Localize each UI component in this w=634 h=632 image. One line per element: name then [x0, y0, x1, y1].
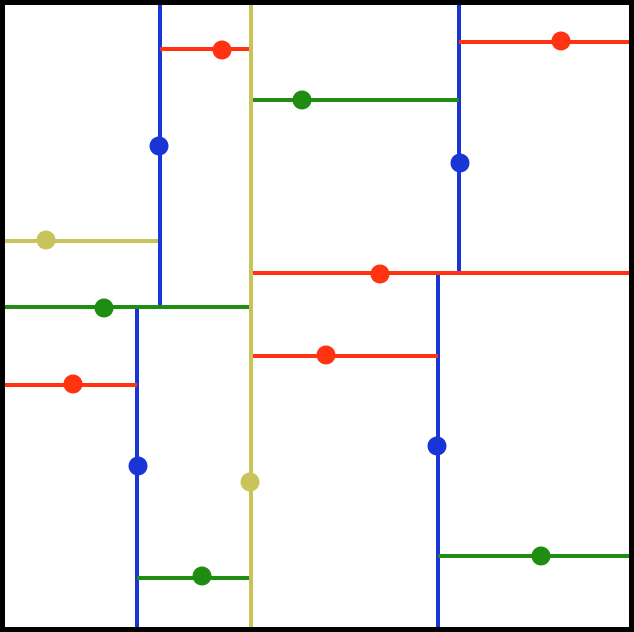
green-horizontal-bottom-right-point [531, 546, 551, 566]
segments-layer [5, 5, 629, 627]
red-horizontal-center-point [316, 345, 336, 365]
green-horizontal-top-point [292, 90, 312, 110]
red-horizontal-left-point [63, 374, 83, 394]
blue-vertical-lower-left-point [128, 456, 148, 476]
blue-vertical-lower-right-point [427, 436, 447, 456]
blue-vertical-upper-left-point [149, 136, 169, 156]
yellow-vertical-main-point [240, 472, 260, 492]
red-horizontal-middle-point [370, 264, 390, 284]
yellow-horizontal-left-point [36, 230, 56, 250]
green-horizontal-left-point [94, 298, 114, 318]
red-horizontal-top-right-point [551, 31, 571, 51]
points-layer [36, 31, 571, 586]
green-horizontal-bottom-left-point [192, 566, 212, 586]
red-horizontal-top-left-point [212, 40, 232, 60]
blue-vertical-upper-right-point [450, 153, 470, 173]
